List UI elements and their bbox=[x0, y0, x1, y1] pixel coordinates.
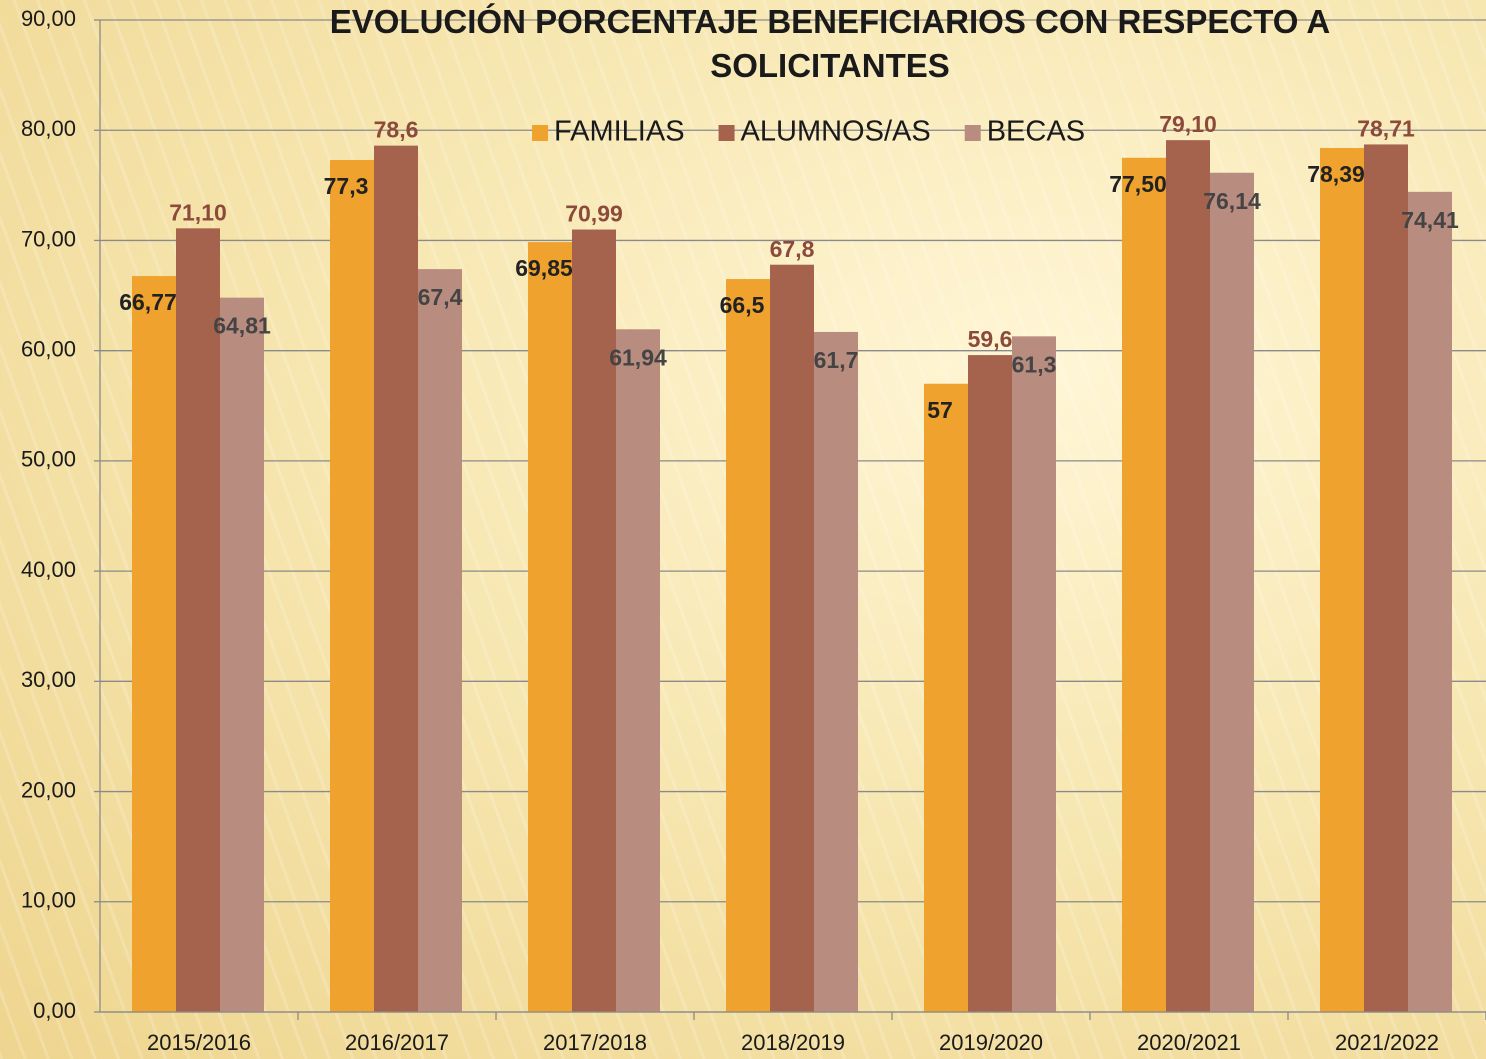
data-label: 61,7 bbox=[814, 347, 859, 373]
y-tick-label: 70,00 bbox=[21, 226, 76, 251]
y-tick-label: 10,00 bbox=[21, 888, 76, 913]
x-tick-label: 2016/2017 bbox=[345, 1030, 449, 1055]
legend-label: FAMILIAS bbox=[554, 116, 685, 148]
bar bbox=[418, 269, 462, 1012]
bar bbox=[770, 264, 814, 1012]
data-label: 71,10 bbox=[169, 199, 227, 225]
bar bbox=[572, 229, 616, 1012]
bar bbox=[220, 297, 264, 1012]
bar bbox=[1122, 157, 1166, 1012]
data-label: 66,5 bbox=[720, 292, 765, 318]
y-tick-label: 90,00 bbox=[21, 6, 76, 31]
y-tick-label: 40,00 bbox=[21, 557, 76, 582]
data-label: 76,14 bbox=[1203, 188, 1261, 214]
y-tick-label: 30,00 bbox=[21, 667, 76, 692]
chart-title: EVOLUCIÓN PORCENTAJE BENEFICIARIOS CON R… bbox=[329, 3, 1331, 84]
bar bbox=[1408, 191, 1452, 1013]
data-label: 78,6 bbox=[374, 117, 419, 143]
data-label: 79,10 bbox=[1159, 111, 1217, 137]
bar bbox=[616, 329, 660, 1012]
bar bbox=[968, 355, 1012, 1012]
x-tick-label: 2018/2019 bbox=[741, 1030, 845, 1055]
bar bbox=[814, 331, 858, 1012]
x-tick-label: 2015/2016 bbox=[147, 1030, 251, 1055]
y-tick-label: 80,00 bbox=[21, 116, 76, 141]
data-label: 70,99 bbox=[565, 201, 623, 227]
legend-label: BECAS bbox=[987, 116, 1085, 148]
y-tick-label: 50,00 bbox=[21, 447, 76, 472]
bar bbox=[1012, 336, 1056, 1012]
data-label: 66,77 bbox=[119, 289, 177, 315]
x-tick-label: 2019/2020 bbox=[939, 1030, 1043, 1055]
data-label: 67,4 bbox=[418, 284, 463, 310]
x-tick-label: 2021/2022 bbox=[1335, 1030, 1439, 1055]
bar bbox=[1320, 147, 1364, 1012]
y-tick-label: 0,00 bbox=[33, 998, 76, 1023]
bar bbox=[176, 228, 220, 1012]
data-label: 67,8 bbox=[770, 236, 815, 262]
data-label: 77,3 bbox=[324, 173, 369, 199]
legend-swatch bbox=[964, 125, 981, 141]
y-tick-label: 60,00 bbox=[21, 336, 76, 361]
legend-label: ALUMNOS/AS bbox=[741, 116, 931, 148]
bar bbox=[1210, 172, 1254, 1012]
bar bbox=[374, 145, 418, 1013]
bar bbox=[924, 383, 968, 1012]
bar bbox=[330, 159, 374, 1012]
data-label: 78,71 bbox=[1357, 116, 1415, 142]
data-label: 61,94 bbox=[609, 344, 667, 370]
bar bbox=[528, 242, 572, 1012]
x-tick-label: 2020/2021 bbox=[1137, 1030, 1241, 1055]
legend-swatch bbox=[532, 125, 548, 141]
y-tick-label: 20,00 bbox=[21, 777, 76, 802]
bar bbox=[1166, 140, 1210, 1013]
x-tick-label: 2017/2018 bbox=[543, 1030, 647, 1055]
data-label: 77,50 bbox=[1109, 171, 1167, 197]
data-label: 64,81 bbox=[213, 313, 271, 339]
data-label: 59,6 bbox=[968, 326, 1013, 352]
bar bbox=[726, 279, 770, 1012]
data-label: 69,85 bbox=[515, 255, 573, 281]
legend-swatch bbox=[718, 125, 735, 141]
data-label: 61,3 bbox=[1012, 351, 1057, 377]
data-label: 57 bbox=[927, 397, 953, 423]
data-label: 78,39 bbox=[1307, 161, 1365, 187]
data-label: 74,41 bbox=[1401, 207, 1459, 233]
bar bbox=[1364, 144, 1408, 1012]
bar bbox=[132, 276, 176, 1012]
